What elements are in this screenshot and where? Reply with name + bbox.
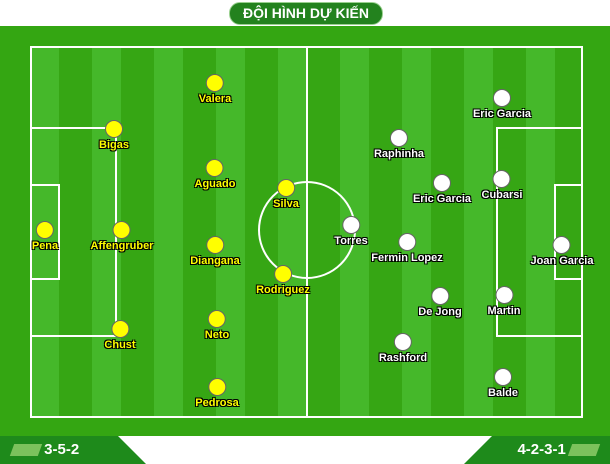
player-name: Torres — [334, 235, 368, 247]
lineup-title: ĐỘI HÌNH DỰ KIẾN — [229, 2, 383, 25]
player-home[interactable]: Affengruber — [90, 221, 154, 252]
player-marker — [397, 233, 416, 251]
pitch-icon — [567, 444, 601, 457]
player-home[interactable]: Pedrosa — [195, 378, 239, 409]
player-away[interactable]: Raphinha — [374, 129, 424, 160]
player-home[interactable]: Silva — [273, 179, 299, 210]
player-name: Rodriguez — [256, 284, 310, 296]
player-name: Martin — [487, 305, 521, 317]
player-marker — [394, 333, 412, 351]
player-name: Pedrosa — [195, 397, 239, 409]
player-name: Cubarsi — [481, 189, 523, 201]
player-home[interactable]: Chust — [104, 320, 136, 351]
player-home[interactable]: Bigas — [99, 120, 129, 151]
player-name: Raphinha — [373, 148, 425, 160]
player-home[interactable]: Diangana — [190, 236, 240, 267]
player-marker — [112, 221, 131, 239]
player-name: Affengruber — [90, 240, 154, 252]
player-marker — [341, 216, 360, 234]
player-name: Valera — [198, 93, 232, 105]
player-marker — [552, 236, 571, 254]
player-marker — [494, 368, 512, 386]
player-name: Rashford — [378, 352, 428, 364]
player-marker — [390, 129, 408, 147]
right-goal-area — [554, 184, 583, 280]
player-home[interactable]: Valera — [199, 74, 231, 105]
player-marker — [493, 89, 511, 107]
player-away[interactable]: Rashford — [379, 333, 427, 364]
away-formation: 4-2-3-1 — [517, 441, 566, 458]
player-marker — [495, 286, 513, 304]
player-marker — [277, 179, 295, 197]
player-name: Bigas — [99, 139, 129, 151]
player-name: Diangana — [190, 255, 240, 267]
player-away[interactable]: Torres — [334, 216, 368, 247]
player-name: Silva — [273, 198, 299, 210]
home-formation-bar: 3-5-2 — [0, 436, 146, 464]
player-marker — [110, 320, 129, 338]
player-name: Aguado — [194, 178, 236, 190]
player-marker — [205, 74, 224, 92]
player-away[interactable]: Martin — [488, 286, 521, 317]
player-name: Pena — [31, 240, 59, 252]
player-marker — [433, 174, 451, 192]
player-name: Joan Garcia — [530, 255, 594, 267]
player-marker — [205, 159, 224, 177]
player-name: Chust — [104, 339, 136, 351]
player-away[interactable]: Eric Garcia — [413, 174, 471, 205]
left-goal-area — [30, 184, 60, 280]
player-marker — [431, 287, 449, 305]
pitch-icon — [9, 444, 43, 457]
player-name: Neto — [204, 329, 230, 341]
player-away[interactable]: Joan Garcia — [530, 236, 594, 267]
player-marker — [207, 378, 226, 396]
player-home[interactable]: Neto — [205, 310, 229, 341]
player-marker — [205, 236, 224, 254]
player-marker — [493, 170, 511, 188]
player-away[interactable]: Fermin Lopez — [371, 233, 443, 264]
player-name: De Jong — [418, 306, 462, 318]
player-name: Balde — [488, 387, 518, 399]
player-away[interactable]: De Jong — [418, 287, 462, 318]
player-away[interactable]: Cubarsi — [481, 170, 523, 201]
player-name: Eric Garcia — [472, 108, 532, 120]
away-formation-bar: 4-2-3-1 — [464, 436, 610, 464]
home-formation: 3-5-2 — [44, 441, 80, 458]
player-marker — [35, 221, 54, 239]
player-marker — [207, 310, 226, 328]
player-marker — [274, 265, 292, 283]
player-home[interactable]: Rodriguez — [256, 265, 310, 296]
player-name: Fermin Lopez — [371, 252, 443, 264]
player-away[interactable]: Balde — [488, 368, 518, 399]
player-home[interactable]: Pena — [32, 221, 58, 252]
player-name: Eric Garcia — [412, 193, 472, 205]
player-away[interactable]: Eric Garcia — [473, 89, 531, 120]
player-marker — [105, 120, 123, 138]
player-home[interactable]: Aguado — [194, 159, 236, 190]
